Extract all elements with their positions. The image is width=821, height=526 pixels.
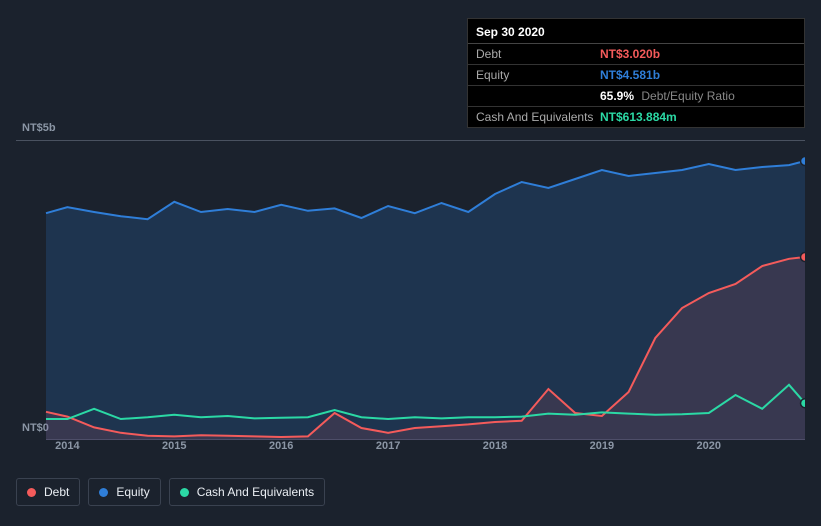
tooltip-row-debt: Debt NT$3.020b (468, 44, 804, 65)
tooltip-label-equity: Equity (476, 68, 600, 82)
legend-label-equity: Equity (116, 485, 149, 499)
marker-cash[interactable] (801, 399, 806, 408)
x-tick-2017: 2017 (376, 440, 400, 452)
legend-swatch-cash (180, 488, 189, 497)
marker-debt[interactable] (801, 253, 806, 262)
tooltip-value-cash: NT$613.884m (600, 110, 677, 124)
tooltip-label-cash: Cash And Equivalents (476, 110, 600, 124)
legend-swatch-equity (99, 488, 108, 497)
tooltip-label-ratio (476, 89, 600, 103)
chart-plot[interactable] (16, 140, 805, 440)
tooltip-date: Sep 30 2020 (468, 19, 804, 44)
x-axis: 2014 2015 2016 2017 2018 2019 2020 (16, 440, 805, 460)
legend-item-cash[interactable]: Cash And Equivalents (169, 478, 325, 506)
tooltip-box: Sep 30 2020 Debt NT$3.020b Equity NT$4.5… (467, 18, 805, 128)
x-tick-2014: 2014 (55, 440, 79, 452)
tooltip-value-debt: NT$3.020b (600, 47, 660, 61)
legend-item-equity[interactable]: Equity (88, 478, 160, 506)
x-tick-2019: 2019 (590, 440, 614, 452)
legend-label-debt: Debt (44, 485, 69, 499)
y-tick-top: NT$5b (22, 122, 56, 134)
tooltip-ratio-pct: 65.9% (600, 89, 634, 103)
legend: Debt Equity Cash And Equivalents (16, 478, 325, 506)
tooltip-ratio-label: Debt/Equity Ratio (641, 89, 734, 103)
x-tick-2016: 2016 (269, 440, 293, 452)
x-tick-2018: 2018 (483, 440, 507, 452)
legend-swatch-debt (27, 488, 36, 497)
legend-item-debt[interactable]: Debt (16, 478, 80, 506)
tooltip-value-equity: NT$4.581b (600, 68, 660, 82)
tooltip-row-equity: Equity NT$4.581b (468, 65, 804, 86)
x-tick-2020: 2020 (697, 440, 721, 452)
tooltip-row-cash: Cash And Equivalents NT$613.884m (468, 107, 804, 127)
tooltip-label-debt: Debt (476, 47, 600, 61)
marker-equity[interactable] (801, 157, 806, 166)
x-tick-2015: 2015 (162, 440, 186, 452)
legend-label-cash: Cash And Equivalents (197, 485, 314, 499)
tooltip-row-ratio: 65.9% Debt/Equity Ratio (468, 86, 804, 107)
